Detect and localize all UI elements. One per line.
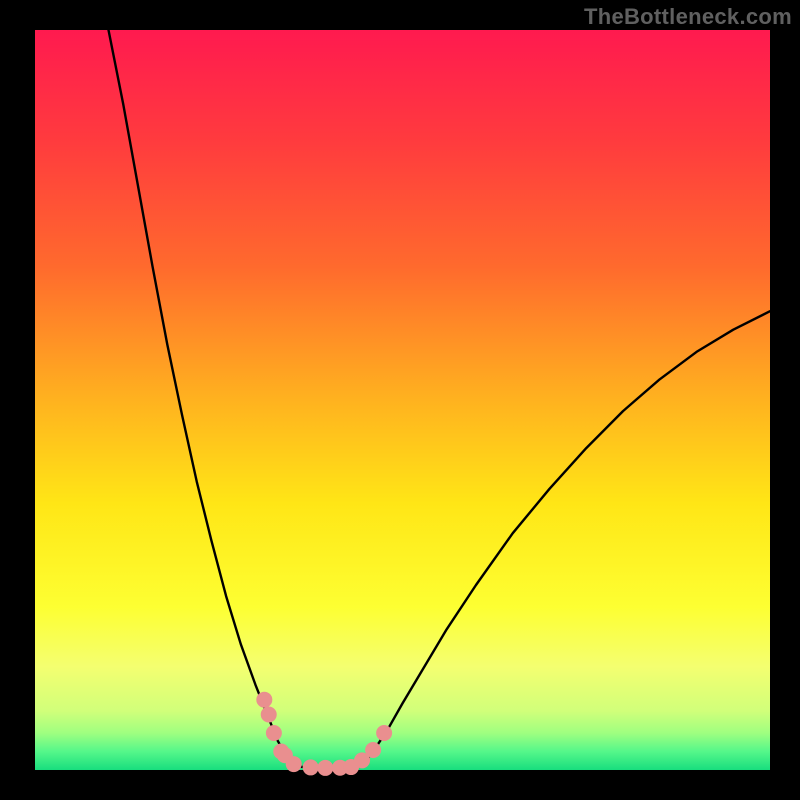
curve-left (109, 30, 300, 767)
curve-layer (35, 30, 770, 770)
curve-right (358, 311, 770, 766)
marker-dot (376, 725, 392, 741)
watermark-text: TheBottleneck.com (584, 4, 792, 30)
chart-container: TheBottleneck.com (0, 0, 800, 800)
marker-dot (256, 692, 272, 708)
marker-dot (261, 707, 277, 723)
marker-group (256, 692, 392, 776)
marker-dot (266, 725, 282, 741)
marker-dot (365, 742, 381, 758)
plot-area (35, 30, 770, 770)
marker-dot (317, 760, 333, 776)
marker-dot (286, 756, 302, 772)
marker-dot (303, 759, 319, 775)
